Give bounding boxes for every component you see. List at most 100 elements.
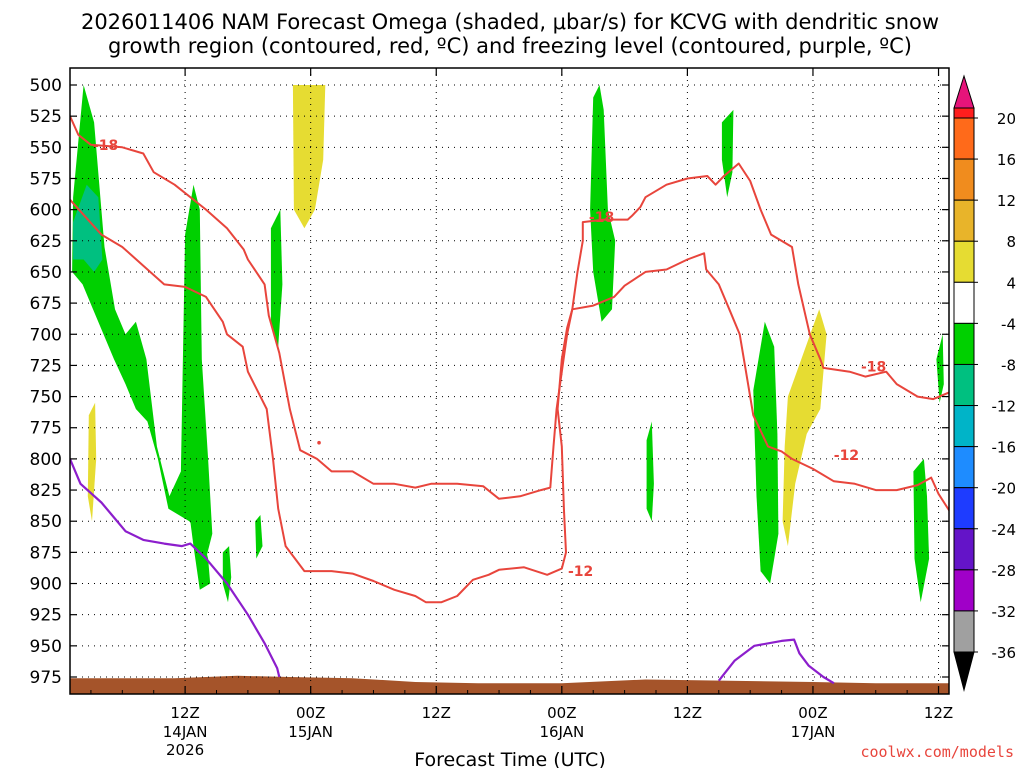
y-tick-label-825: 825 (30, 481, 62, 501)
contour-labels: -18 -18 -18 -12 -12 (93, 138, 886, 580)
colorbar-label-10: -24 (992, 521, 1017, 539)
contour-label-1: -18 (589, 210, 614, 226)
colorbar-band-11 (953, 528, 975, 571)
plot-frame (69, 67, 950, 695)
colorbar-label-13: -36 (992, 644, 1017, 662)
colorbar-band-5 (953, 281, 975, 324)
y-tick-label-550: 550 (30, 138, 62, 158)
colorbar-band-0 (953, 107, 975, 119)
colorbar-band-4 (953, 240, 975, 283)
freezing-contour-2 (70, 458, 281, 678)
y-tick-label-525: 525 (30, 107, 62, 127)
y-axis: 500 525 550 575 600 625 650 675 700 725 750 775 800 8… (30, 76, 949, 688)
y-tick-label-850: 850 (30, 512, 62, 532)
contour-label-4: -12 (834, 448, 859, 464)
y-tick-label-700: 700 (30, 325, 62, 345)
y-tick-label-750: 750 (30, 388, 62, 408)
contour-lines (70, 115, 949, 685)
terrain-surface (70, 675, 949, 694)
omega-region-12 (292, 85, 326, 229)
contour-fragment (317, 440, 321, 445)
colorbar-label-7: -12 (992, 398, 1017, 416)
y-tick-label-975: 975 (30, 668, 62, 688)
omega-region-0 (72, 85, 213, 559)
x-tick-label-5-1: 17JAN (791, 723, 836, 741)
colorbar-bottom-arrow (953, 651, 975, 692)
colorbar-label-11: -28 (992, 562, 1017, 580)
y-tick-label-925: 925 (30, 606, 62, 626)
y-tick-label-500: 500 (30, 76, 62, 96)
colorbar-label-3: 8 (1006, 233, 1016, 251)
colorbar-band-12 (953, 569, 975, 612)
y-tick-label-725: 725 (30, 356, 62, 376)
y-tick-label-800: 800 (30, 450, 62, 470)
colorbar-label-4: 4 (1006, 274, 1016, 292)
colorbar-label-9: -20 (992, 480, 1017, 498)
colorbar-label-6: -8 (1001, 356, 1016, 374)
terrain (70, 675, 949, 694)
dendritic-contour-0 (70, 115, 949, 500)
contour-label-3: -12 (568, 564, 593, 580)
colorbar-label-0: 20 (997, 110, 1016, 128)
colorbar-label-1: 16 (997, 151, 1016, 169)
omega-region-10 (936, 334, 944, 403)
colorbar-band-10 (953, 487, 975, 530)
colorbar-band-6 (953, 322, 975, 365)
freezing-contour-3 (717, 638, 835, 685)
colorbar-label-5: -4 (1001, 315, 1016, 333)
y-tick-label-675: 675 (30, 294, 62, 314)
x-tick-label-0-2: 2026 (166, 741, 204, 759)
contour-label-2: -18 (861, 360, 886, 376)
contour-label-0: -18 (93, 138, 118, 154)
omega-shading (72, 85, 944, 603)
y-tick-label-875: 875 (30, 543, 62, 563)
omega-region-2 (222, 546, 232, 603)
y-tick-label-575: 575 (30, 169, 62, 189)
y-tick-label-625: 625 (30, 232, 62, 252)
omega-region-7 (646, 421, 654, 522)
omega-region-9 (913, 458, 930, 603)
omega-region-6 (721, 109, 734, 198)
y-tick-label-950: 950 (30, 637, 62, 657)
colorbar-label-2: 12 (997, 192, 1016, 210)
colorbar-band-2 (953, 158, 975, 201)
x-tick-label-3-0: 00Z (547, 704, 576, 722)
x-tick-label-1-0: 00Z (296, 704, 325, 722)
colorbar-label-12: -32 (992, 603, 1017, 621)
colorbar-band-1 (953, 117, 975, 160)
y-tick-label-650: 650 (30, 263, 62, 283)
colorbar-band-9 (953, 446, 975, 489)
omega-region-8 (753, 321, 779, 584)
watermark: coolwx.com/models (860, 743, 1014, 761)
colorbar-band-7 (953, 363, 975, 407)
colorbar-band-13 (953, 610, 975, 653)
x-tick-label-6-0: 12Z (924, 704, 953, 722)
x-tick-label-0-1: 14JAN (163, 723, 208, 741)
colorbar-band-3 (953, 199, 975, 242)
x-axis-label: Forecast Time (UTC) (414, 749, 605, 768)
x-tick-label-0-0: 12Z (170, 704, 199, 722)
omega-region-14 (87, 402, 97, 522)
grid-lines (70, 68, 949, 694)
colorbar-top-arrow (953, 74, 975, 109)
omega-region-1 (190, 521, 211, 590)
colorbar-label-8: -16 (992, 439, 1017, 457)
chart-title-line1: 2026011406 NAM Forecast Omega (shaded, μ… (81, 10, 939, 34)
omega-region-11 (73, 184, 103, 272)
y-tick-label-900: 900 (30, 575, 62, 595)
omega-region-3 (270, 209, 283, 347)
omega-region-4 (255, 515, 263, 559)
x-tick-label-3-1: 16JAN (539, 723, 584, 741)
dendritic-contour-1 (70, 199, 949, 604)
colorbar-band-8 (953, 405, 975, 448)
omega-region-5 (590, 85, 616, 322)
y-tick-label-775: 775 (30, 419, 62, 439)
omega-region-13 (782, 309, 827, 547)
x-tick-label-5-0: 00Z (798, 704, 827, 722)
chart-title-line2: growth region (contoured, red, ºC) and f… (108, 34, 912, 58)
x-tick-label-1-1: 15JAN (288, 723, 333, 741)
x-tick-label-4-0: 12Z (673, 704, 702, 722)
y-tick-label-600: 600 (30, 201, 62, 221)
